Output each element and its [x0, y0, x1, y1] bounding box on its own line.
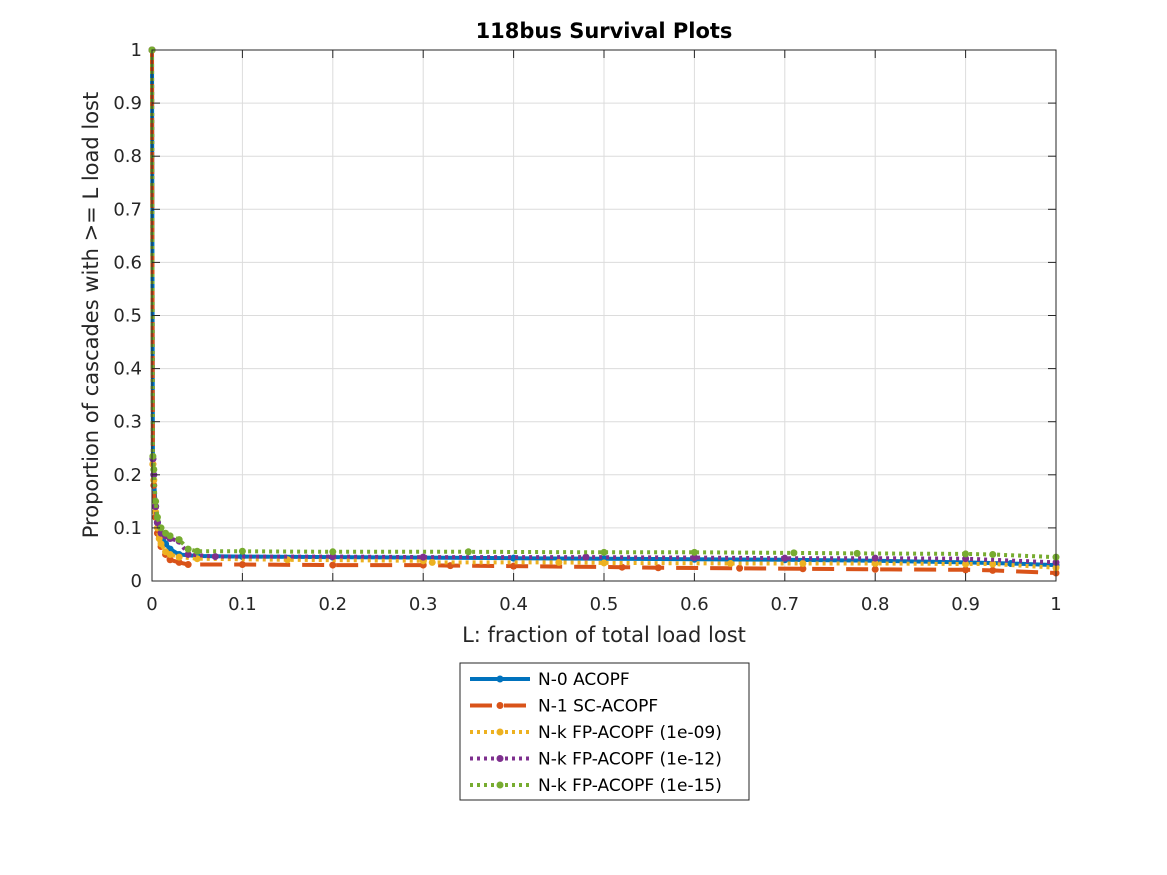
- data-point: [690, 554, 698, 562]
- data-point: [238, 547, 246, 555]
- data-point: [799, 559, 807, 567]
- axis-ticks: 0 0.1 0.2 0.3 0.4 0.5 0.6 0.7 0.8 0.9 1 0 0.1 0.2 0.3 0…: [113, 40, 1061, 615]
- data-point: [166, 550, 174, 558]
- x-tick-label: 0.5: [590, 594, 619, 615]
- x-tick-label: 0.7: [770, 594, 799, 615]
- data-point: [184, 550, 192, 558]
- legend: N-0 ACOPF N-1 SC-ACOPF N-k FP-ACOPF (1e-09…: [459, 662, 750, 801]
- data-point: [152, 497, 160, 505]
- data-point: [166, 556, 174, 564]
- x-axis-label: L: fraction of total load lost: [462, 623, 746, 647]
- data-point: [175, 553, 183, 561]
- data-point: [871, 554, 879, 562]
- legend-swatch-marker: [496, 702, 504, 709]
- legend-entry-label: N-0 ACOPF: [538, 670, 630, 690]
- data-point: [799, 565, 807, 573]
- data-point: [175, 558, 183, 566]
- data-point: [736, 564, 744, 572]
- series-line: [150, 49, 1057, 560]
- data-point: [871, 559, 879, 567]
- data-point: [962, 560, 970, 568]
- x-tick-label: 0.6: [680, 594, 709, 615]
- legend-swatch-marker: [496, 728, 504, 736]
- y-tick-label: 0.7: [113, 199, 142, 220]
- data-point: [582, 553, 590, 561]
- x-tick-label: 1: [1050, 594, 1061, 615]
- data-point: [618, 563, 626, 571]
- data-point: [962, 566, 970, 574]
- data-point: [962, 550, 970, 558]
- data-point: [184, 545, 192, 553]
- y-tick-label: 0.1: [113, 518, 142, 539]
- x-tick-label: 0.3: [409, 594, 438, 615]
- legend-swatch-marker: [496, 755, 504, 762]
- x-tick-label: 0: [146, 594, 157, 615]
- data-point: [153, 513, 161, 521]
- x-tick-label: 0.8: [861, 594, 890, 615]
- legend-box: [459, 662, 750, 801]
- y-tick-label: 0: [131, 571, 142, 592]
- y-tick-label: 0.8: [113, 146, 142, 167]
- x-tick-label: 0.2: [318, 594, 347, 615]
- legend-entry-label: N-1 SC-ACOPF: [538, 697, 658, 717]
- data-point: [989, 566, 997, 574]
- data-point: [989, 560, 997, 568]
- data-point: [238, 561, 246, 569]
- data-point: [166, 532, 174, 540]
- data-point: [989, 550, 997, 558]
- data-point: [175, 536, 183, 544]
- y-tick-label: 0.2: [113, 465, 142, 486]
- data-point: [871, 565, 879, 573]
- data-point: [155, 535, 163, 543]
- data-point: [211, 553, 219, 561]
- y-tick-label: 0.3: [113, 412, 142, 433]
- data-point: [690, 548, 698, 556]
- data-point: [600, 548, 608, 556]
- x-tick-label: 0.4: [499, 594, 528, 615]
- data-point: [150, 465, 158, 473]
- legend-entry-label: N-k FP-ACOPF (1e-15): [538, 776, 722, 796]
- data-point: [727, 559, 735, 567]
- data-point: [193, 547, 201, 555]
- x-tick-label: 0.9: [951, 594, 980, 615]
- data-point: [781, 554, 789, 562]
- y-tick-label: 0.4: [113, 359, 142, 380]
- y-tick-label: 1: [131, 40, 142, 61]
- y-tick-label: 0.9: [113, 93, 142, 114]
- data-point: [149, 452, 157, 460]
- chart-title: 118bus Survival Plots: [476, 19, 733, 43]
- data-point: [428, 558, 436, 566]
- data-point: [600, 559, 608, 567]
- x-tick-label: 0.1: [228, 594, 257, 615]
- y-tick-label: 0.6: [113, 252, 142, 273]
- data-point: [790, 549, 798, 557]
- data-point: [184, 561, 192, 569]
- legend-entry-label: N-k FP-ACOPF (1e-12): [538, 750, 722, 770]
- data-point: [464, 548, 472, 556]
- data-point: [853, 549, 861, 557]
- legend-swatch-marker: [496, 781, 504, 789]
- data-point: [157, 540, 165, 548]
- y-axis-label: Proportion of cascades with >= L load lo…: [79, 92, 103, 538]
- y-tick-label: 0.5: [113, 306, 142, 327]
- legend-entry-label: N-k FP-ACOPF (1e-09): [538, 723, 722, 743]
- data-point: [329, 548, 337, 556]
- data-point: [555, 558, 563, 566]
- data-point: [329, 561, 337, 569]
- data-point: [654, 564, 662, 572]
- data-point: [419, 553, 427, 561]
- data-point: [157, 524, 165, 532]
- legend-swatch-marker: [496, 675, 504, 683]
